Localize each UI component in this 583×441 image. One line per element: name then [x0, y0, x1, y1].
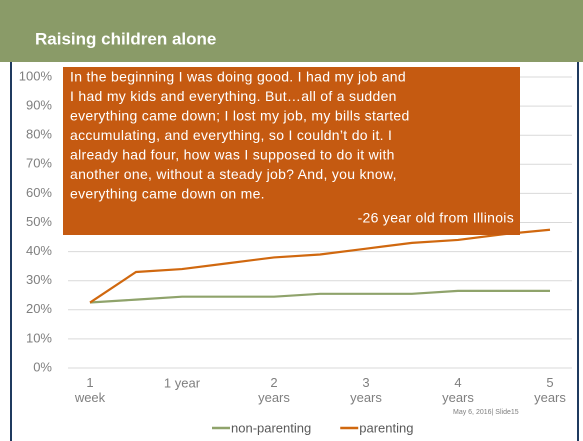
y-tick-label: 40% — [26, 243, 52, 258]
header-bar — [0, 0, 583, 62]
y-tick-label: 80% — [26, 127, 52, 142]
y-tick-label: 50% — [26, 214, 52, 229]
y-tick-label: 90% — [26, 98, 52, 113]
plot: 0% 10% 20% 30% 40% 50% 60% 70% 80% 90% 100% 1 week 1 … — [19, 67, 572, 435]
legend-label: non-parenting — [231, 420, 311, 435]
series-line — [89, 289, 550, 304]
y-tick-label: 70% — [26, 156, 52, 171]
y-tick-label: 100% — [19, 68, 53, 83]
chart-title: Raising children alone — [35, 29, 216, 48]
y-tick-label: 20% — [26, 301, 52, 316]
series-line — [89, 228, 551, 304]
y-tick-label: 10% — [26, 330, 52, 345]
quote-line: everything came down on me. — [70, 186, 265, 202]
quote-line: another one, without a steady job? And, … — [70, 166, 397, 182]
quote-line: accumulating, and everything, so I could… — [70, 127, 392, 143]
x-tick-label: 5 years — [534, 375, 566, 405]
x-tick-label: 4 years — [442, 375, 474, 405]
quote-line: In the beginning I was doing good. I had… — [70, 69, 406, 85]
y-tick-label: 30% — [26, 272, 52, 287]
quote-line: already had four, how was I supposed to … — [70, 147, 395, 163]
x-tick-label: 1 week — [74, 375, 106, 405]
quote-box — [63, 67, 520, 235]
y-tick-label: 60% — [26, 185, 52, 200]
y-tick-label: 0% — [33, 359, 52, 374]
quote-attribution: -26 year old from Illinois — [358, 210, 514, 226]
x-tick-label: 3 years — [350, 375, 382, 405]
footer: May 6, 2016| Slide15 — [453, 409, 519, 416]
quote-line: I had my kids and everything. But…all of… — [70, 88, 397, 104]
x-tick-label: 1 year — [164, 375, 201, 390]
x-tick-label: 2 years — [258, 375, 290, 405]
legend-label: parenting — [359, 420, 413, 435]
quote-line: everything came down; I lost my job, my … — [70, 108, 410, 124]
